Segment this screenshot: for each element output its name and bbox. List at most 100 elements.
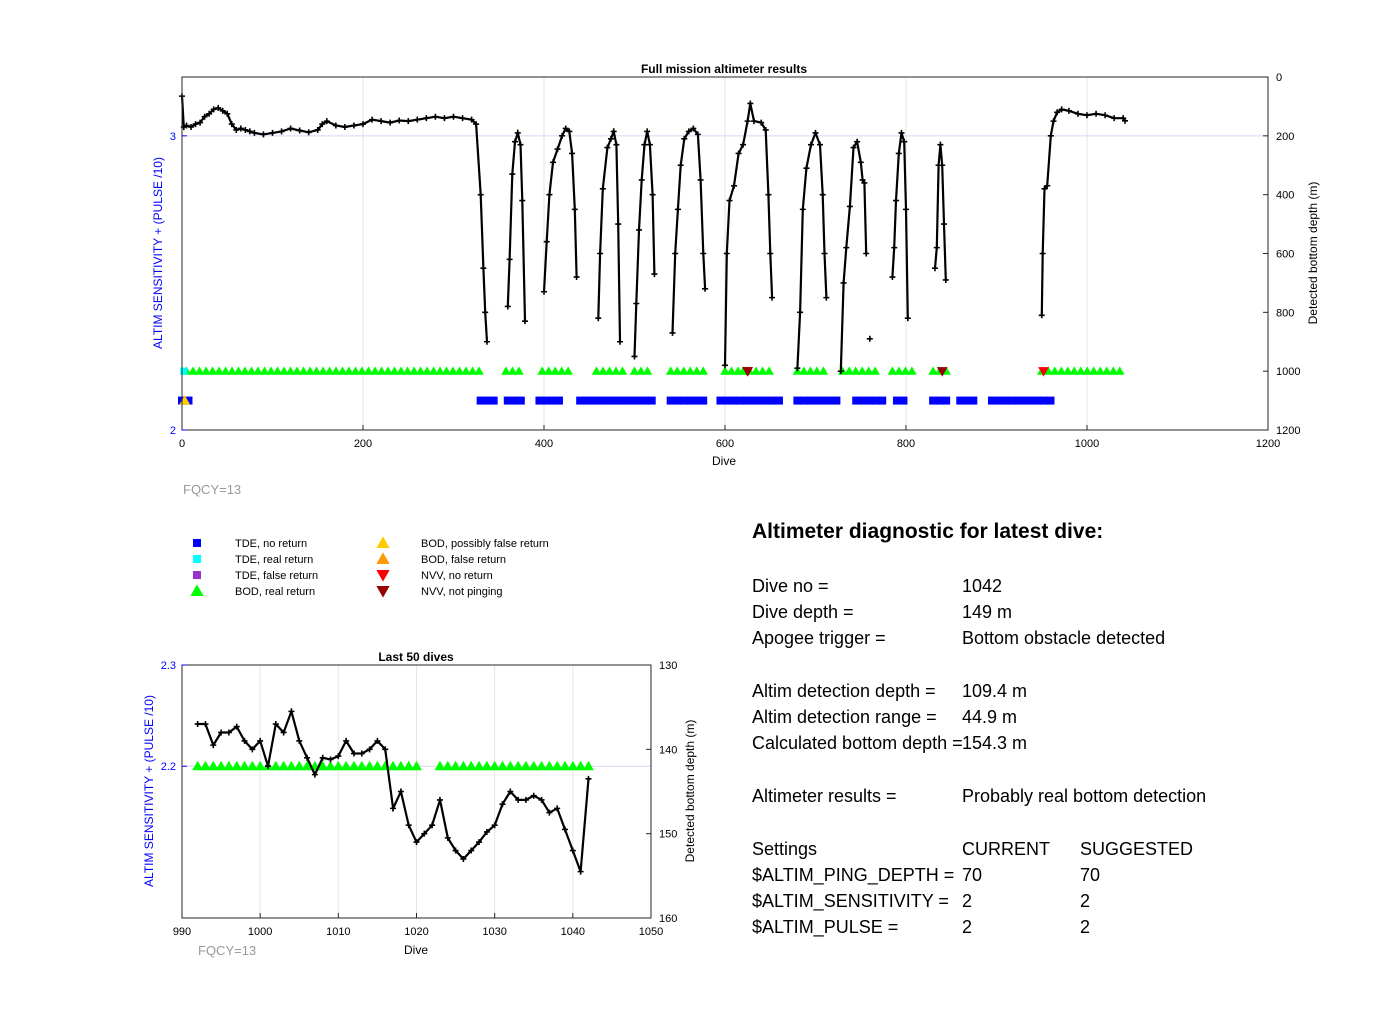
setting-marker	[1101, 366, 1112, 375]
setting-marker	[293, 760, 305, 771]
depth-point	[595, 315, 602, 322]
setting-marker	[673, 396, 682, 405]
depth-point	[819, 191, 826, 198]
depth-point	[280, 729, 287, 736]
depth-point	[429, 822, 436, 829]
depth-point	[641, 141, 648, 148]
depth-point	[550, 159, 557, 166]
legend-item: NVV, no return	[376, 570, 493, 582]
depth-point	[765, 191, 772, 198]
depth-point	[491, 822, 498, 829]
depth-point	[450, 113, 457, 120]
depth-point	[651, 271, 658, 278]
bottom-chart-ylabel-left: ALTIM SENSITIVITY + (PULSE /10)	[142, 695, 156, 887]
setting-marker	[583, 760, 594, 771]
depth-point	[522, 796, 529, 803]
depth-point	[1039, 250, 1046, 257]
depth-point	[287, 125, 294, 132]
setting-marker	[722, 396, 731, 405]
setting-marker	[1026, 396, 1035, 405]
legend-label: TDE, no return	[235, 538, 307, 550]
setting-marker	[994, 396, 1003, 405]
depth-point	[863, 250, 870, 257]
setting-marker	[629, 366, 640, 375]
setting-marker	[350, 366, 361, 375]
depth-point	[460, 855, 467, 862]
depth-point	[476, 839, 483, 846]
depth-point	[571, 206, 578, 213]
setting-marker	[1000, 396, 1009, 405]
setting-marker	[928, 366, 938, 375]
setting-marker	[679, 396, 688, 405]
setting-marker	[550, 366, 560, 375]
depth-point	[1058, 106, 1065, 113]
depth-point	[837, 368, 844, 375]
setting-marker	[1095, 366, 1106, 375]
setting-marker	[520, 760, 532, 771]
depth-point	[649, 191, 656, 198]
depth-point	[685, 128, 692, 135]
depth-point	[233, 723, 240, 730]
bottom-chart-ylabel-right: Detected bottom depth (m)	[683, 720, 697, 863]
depth-point	[636, 226, 643, 233]
setting-marker	[589, 396, 598, 405]
x-tick-label: 1040	[561, 926, 585, 938]
setting-marker	[428, 366, 439, 375]
setting-marker	[266, 366, 276, 375]
setting-marker	[286, 760, 297, 771]
setting-marker	[1062, 366, 1073, 375]
depth-point	[374, 737, 381, 744]
setting-marker	[729, 396, 738, 405]
depth-point	[512, 138, 519, 145]
x-tick-label: 1000	[248, 926, 272, 938]
setting-marker	[292, 366, 302, 375]
setting-marker	[615, 396, 624, 405]
setting-marker	[818, 366, 829, 375]
depth-point	[241, 737, 248, 744]
y-left-tick-label: 2	[170, 425, 176, 437]
setting-marker	[634, 396, 643, 405]
top-chart-ylabel-right: Detected bottom depth (m)	[1306, 182, 1320, 325]
setting-marker	[514, 366, 524, 375]
setting-marker	[278, 760, 290, 771]
depth-point	[843, 244, 850, 251]
y-right-tick-label: 1000	[1276, 366, 1300, 378]
setting-marker	[548, 396, 557, 405]
setting-marker	[467, 366, 478, 375]
depth-point	[1102, 112, 1109, 119]
setting-marker	[402, 366, 413, 375]
y-right-tick-label: 160	[659, 913, 677, 925]
depth-point	[1044, 182, 1051, 189]
setting-marker	[504, 760, 516, 771]
depth-point	[1111, 115, 1118, 122]
bottom-chart-fqcy: FQCY=13	[198, 943, 256, 958]
bottom-chart-title: Last 50 dives	[378, 650, 454, 664]
depth-point	[850, 144, 857, 151]
setting-marker	[1082, 366, 1093, 375]
depth-point	[644, 128, 651, 135]
depth-point	[941, 221, 948, 228]
depth-point	[823, 294, 830, 301]
setting-marker	[1049, 366, 1060, 375]
depth-point	[690, 125, 697, 132]
depth-point	[803, 165, 810, 172]
setting-marker	[1088, 366, 1099, 375]
y-right-tick-label: 600	[1276, 249, 1294, 261]
depth-point	[762, 126, 769, 133]
depth-point	[225, 729, 232, 736]
x-tick-label: 400	[535, 438, 553, 450]
depth-point	[506, 256, 513, 263]
setting-marker	[774, 396, 783, 405]
depth-point	[360, 121, 366, 128]
legend-marker	[193, 555, 201, 563]
depth-point	[323, 118, 330, 125]
setting-marker	[1038, 367, 1049, 377]
depth-point	[538, 796, 545, 803]
setting-marker	[324, 366, 335, 375]
top-chart-xlabel: Dive	[712, 454, 736, 468]
depth-point	[1084, 112, 1090, 119]
depth-point	[378, 118, 385, 125]
setting-marker	[356, 760, 368, 771]
depth-point	[904, 315, 911, 322]
depth-point	[700, 250, 707, 257]
